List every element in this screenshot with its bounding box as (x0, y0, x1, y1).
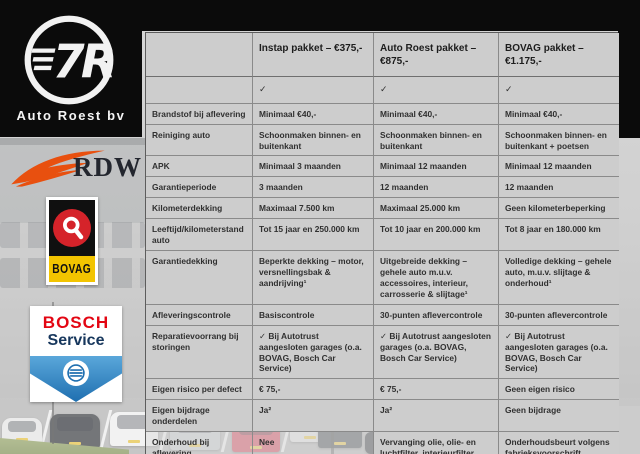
row-label: APK (146, 156, 253, 178)
bovag-key-icon (63, 216, 84, 240)
bosch-wordmark: BOSCH (42, 313, 110, 332)
table-cell: ✓ Bij Autotrust aangesloten garages (o.a… (253, 325, 374, 380)
bovag-red-circle (53, 209, 91, 247)
table-cell: Tot 8 jaar en 180.000 km (499, 219, 619, 252)
row-label: Reiniging auto (146, 124, 253, 157)
bovag-badge: BOVAG (46, 197, 98, 285)
bosch-service-badge: BOSCH Service (30, 306, 122, 402)
company-name: Auto Roest bv (16, 108, 126, 123)
row-label: Eigen risico per defect (146, 379, 253, 401)
table-cell: Schoonmaken binnen- en buitenkant (374, 124, 499, 157)
table-cell: Nee (253, 432, 374, 454)
table-cell: Tot 15 jaar en 250.000 km (253, 219, 374, 252)
bosch-chevron (30, 356, 122, 402)
column-header-instap: Instap pakket – €375,- (253, 33, 374, 77)
table-cell: Ja² (253, 400, 374, 433)
row-label: Brandstof bij aflevering (146, 103, 253, 125)
bosch-armature-ring (63, 360, 89, 386)
row-label: Leeftijd/kilometerstand auto (146, 219, 253, 252)
table-cell: Volledige dekking – gehele auto, m.u.v. … (499, 251, 619, 305)
rdw-badge: RDW (6, 142, 146, 194)
row-label: Garantieperiode (146, 177, 253, 199)
table-cell: 30-punten aflevercontrole (499, 304, 619, 326)
row-label (146, 77, 253, 104)
column-header-bovag: BOVAG pakket – €1.175,- (499, 33, 619, 77)
package-comparison-table: Instap pakket – €375,- Auto Roest pakket… (145, 32, 619, 454)
table-cell: Schoonmaken binnen- en buitenkant + poet… (499, 124, 619, 157)
table-cell: Minimaal 3 maanden (253, 156, 374, 178)
table-cell: 12 maanden (374, 177, 499, 199)
table-cell: Ja² (374, 400, 499, 433)
bovag-emblem (49, 200, 95, 256)
table-cell: Schoonmaken binnen- en buitenkant (253, 124, 374, 157)
table-cell: Vervanging olie, olie- en luchtfilter, i… (374, 432, 499, 454)
table-cell: Minimaal 12 maanden (499, 156, 619, 178)
bosch-armature-icon (67, 364, 85, 382)
table-cell: Maximaal 7.500 km (253, 198, 374, 220)
row-label: Onderhoud bij aflevering (146, 432, 253, 454)
row-label: Eigen bijdrage onderdelen (146, 400, 253, 433)
table-cell: Minimaal 12 maanden (374, 156, 499, 178)
table-cell: 30-punten aflevercontrole (374, 304, 499, 326)
right-black-strip (618, 0, 640, 138)
table-cell: Uitgebreide dekking – gehele auto m.u.v.… (374, 251, 499, 305)
table-cell: 12 maanden (499, 177, 619, 199)
bovag-wordmark-band: BOVAG (49, 256, 95, 282)
column-header-auto-roest: Auto Roest pakket – €875,- (374, 33, 499, 77)
rdw-wordmark: RDW (73, 152, 142, 182)
monogram-text: 7R (53, 34, 113, 88)
row-label: Garantiedekking (146, 251, 253, 305)
row-label: Reparatievoorrang bij storingen (146, 325, 253, 380)
table-cell: Minimaal €40,- (253, 103, 374, 125)
rdw-feather-icon (11, 150, 105, 187)
table-cell: Maximaal 25.000 km (374, 198, 499, 220)
table-cell: Geen kilometerbeperking (499, 198, 619, 220)
table-cell: Minimaal €40,- (374, 103, 499, 125)
table-cell: 3 maanden (253, 177, 374, 199)
checkmark-cell: ✓ (253, 77, 374, 104)
table-cell: Geen bijdrage (499, 400, 619, 433)
bosch-service-text: Service (47, 332, 105, 349)
table-cell: Onderhoudsbeurt volgens fabrieksvoorschr… (499, 432, 619, 454)
table-cell: € 75,- (374, 379, 499, 401)
table-cell: Basiscontrole (253, 304, 374, 326)
dark-car (50, 414, 100, 448)
table-cell: Tot 10 jaar en 200.000 km (374, 219, 499, 252)
row-label: Afleveringscontrole (146, 304, 253, 326)
row-label: Kilometerdekking (146, 198, 253, 220)
table-cell: € 75,- (253, 379, 374, 401)
table-cell: ✓ Bij Autotrust aangesloten garages (o.a… (374, 325, 499, 380)
bovag-wordmark: BOVAG (52, 262, 92, 276)
checkmark-cell: ✓ (499, 77, 619, 104)
table-cell: Beperkte dekking – motor, versnellingsba… (253, 251, 374, 305)
checkmark-cell: ✓ (374, 77, 499, 104)
table-cell: ✓ Bij Autotrust aangesloten garages (o.a… (499, 325, 619, 380)
brand-panel: 7R Auto Roest bv (0, 0, 142, 137)
table-cell: Minimaal €40,- (499, 103, 619, 125)
table-corner-cell (146, 33, 253, 77)
table-cell: Geen eigen risico (499, 379, 619, 401)
auto-roest-logo-icon: 7R (24, 15, 117, 105)
